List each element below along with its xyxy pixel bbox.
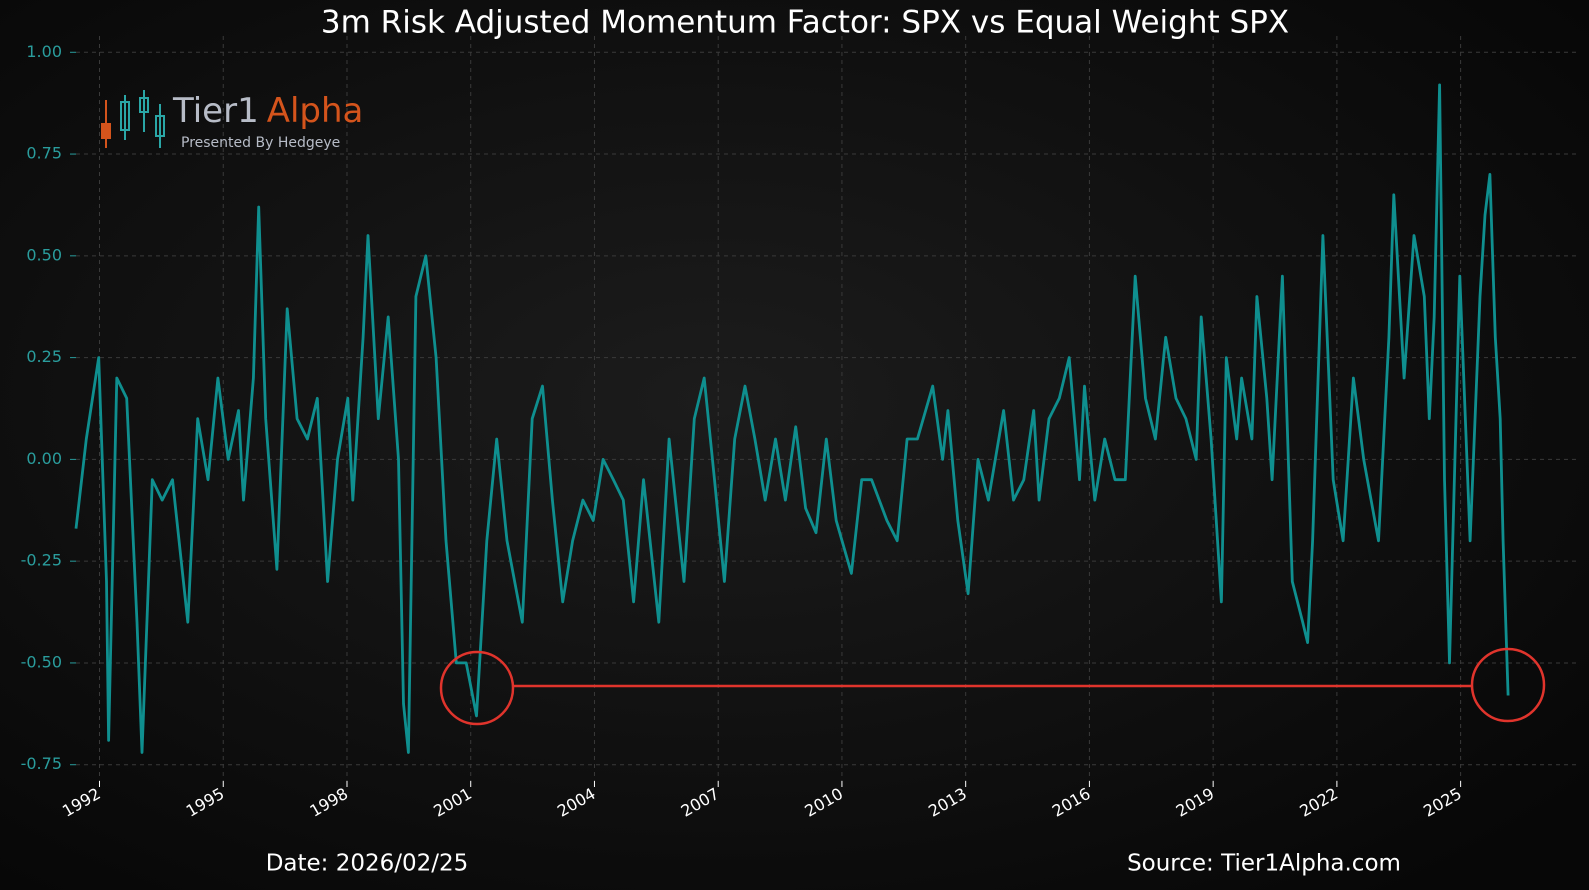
y-tick-label: -0.50	[21, 652, 62, 671]
y-tick-label: 0.25	[26, 347, 62, 366]
highlight-circle	[439, 650, 515, 726]
annotation	[439, 647, 1546, 726]
y-tick-label: -0.25	[21, 551, 62, 570]
logo-name: Tier1	[172, 91, 259, 131]
y-tick-label: 1.00	[26, 42, 62, 61]
footer-date: Date: 2026/02/25	[266, 851, 469, 877]
chart-title: 3m Risk Adjusted Momentum Factor: SPX vs…	[321, 5, 1289, 41]
y-tick-label: -0.75	[21, 754, 62, 773]
logo-accent: Alpha	[267, 91, 364, 131]
logo-tagline: Presented By Hedgeye	[181, 135, 340, 151]
highlight-circle	[1470, 647, 1546, 723]
logo: Tier1 Alpha Presented By Hedgeye	[101, 90, 363, 151]
y-tick-label: 0.00	[26, 449, 62, 468]
y-tick-label: 0.75	[26, 144, 62, 163]
line-series	[74, 83, 1510, 754]
footer-source: Source: Tier1Alpha.com	[1127, 851, 1401, 877]
logo-text: Tier1 Alpha	[172, 91, 363, 131]
y-tick-label: 0.50	[26, 245, 62, 264]
